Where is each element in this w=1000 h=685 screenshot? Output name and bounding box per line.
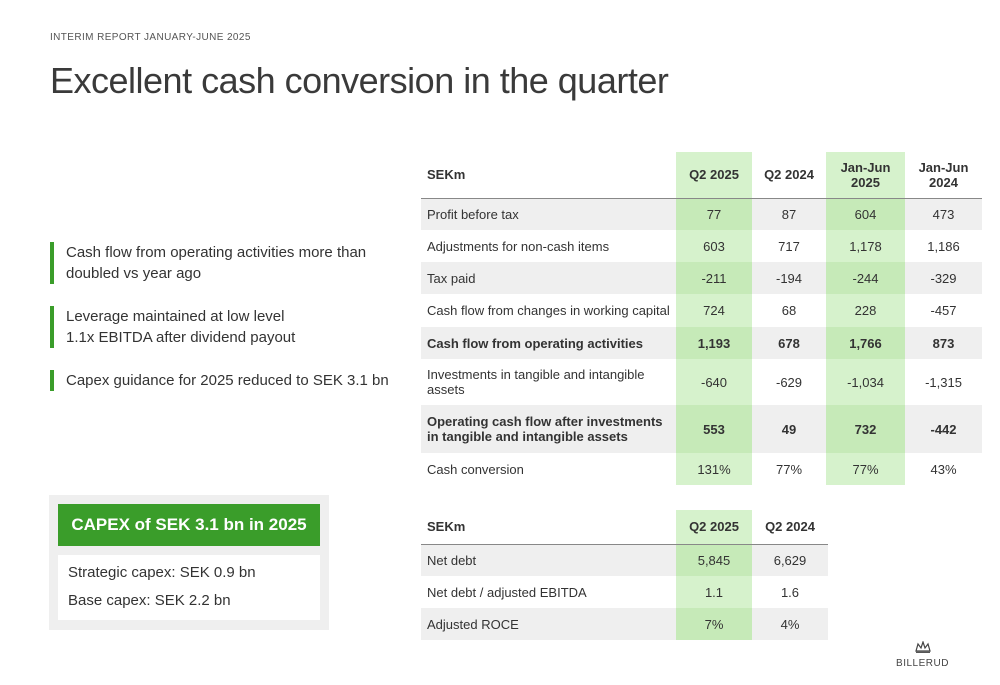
column-header: Jan-Jun 2024 — [905, 152, 982, 199]
cell-value: -457 — [930, 303, 957, 318]
table-row: Investments in tangible and intangible a… — [421, 359, 982, 405]
capex-details: Strategic capex: SEK 0.9 bn Base capex: … — [58, 555, 320, 620]
key-point: Leverage maintained at low level 1.1x EB… — [50, 306, 390, 348]
cell-value: 131% — [676, 453, 752, 485]
row-label: Cash flow from changes in working capita… — [427, 303, 670, 318]
cell-value: -244 — [826, 262, 905, 294]
table-row: Cash conversion 131% 77% 77% 43% — [421, 453, 982, 485]
cell-value: -211 — [676, 262, 752, 294]
net-debt-table: SEKm Q2 2025 Q2 2024 Net debt 5,845 6,62… — [421, 510, 828, 640]
table-row: Cash flow from operating activities 1,19… — [421, 327, 982, 359]
column-header: Q2 2024 — [752, 152, 826, 199]
cell-value: 49 — [752, 405, 826, 453]
cell-value: 1.6 — [780, 584, 800, 600]
crown-icon — [914, 640, 931, 653]
capex-heading: CAPEX of SEK 3.1 bn in 2025 — [58, 504, 320, 546]
table-row: Profit before tax 77 87 604 473 — [421, 198, 982, 230]
table-row: Adjustments for non-cash items 603 717 1… — [421, 230, 982, 262]
cell-value: 732 — [826, 405, 905, 453]
cell-value: 43% — [930, 461, 957, 477]
cell-value: 228 — [826, 294, 905, 327]
cell-value: 1,766 — [826, 327, 905, 359]
column-header: Q2 2025 — [676, 152, 752, 199]
cell-value: 87 — [752, 198, 826, 230]
row-label: Profit before tax — [421, 198, 676, 230]
row-label: Investments in tangible and intangible a… — [427, 367, 645, 397]
row-label: Operating cash flow after investments in… — [421, 405, 676, 453]
row-label: Adjusted ROCE — [421, 608, 676, 640]
cell-value: 1,186 — [927, 238, 960, 254]
column-header: Q2 2024 — [752, 510, 828, 545]
cell-value: 77 — [676, 198, 752, 230]
cell-value: 77% — [775, 461, 803, 477]
cell-value: 1.1 — [676, 576, 752, 608]
cell-value: 77% — [826, 453, 905, 485]
logo-text: BILLERUD — [896, 658, 949, 669]
cell-value: 7% — [676, 608, 752, 640]
row-label: Cash conversion — [427, 461, 524, 477]
column-header: SEKm — [421, 152, 676, 199]
cell-value: -194 — [752, 262, 826, 294]
cell-value: 4% — [752, 608, 828, 640]
cell-value: -329 — [905, 262, 982, 294]
cell-value: -629 — [775, 374, 803, 390]
cell-value: 603 — [676, 230, 752, 262]
capex-strategic: Strategic capex: SEK 0.9 bn — [68, 564, 256, 581]
row-label: Adjustments for non-cash items — [427, 238, 610, 254]
cell-value: 1,178 — [826, 230, 905, 262]
company-logo: BILLERUD — [890, 640, 955, 669]
cell-value: -442 — [905, 405, 982, 453]
cell-value: -640 — [676, 359, 752, 405]
column-header: SEKm — [421, 510, 676, 545]
report-eyebrow: INTERIM REPORT JANUARY-JUNE 2025 — [50, 32, 251, 43]
key-point: Capex guidance for 2025 reduced to SEK 3… — [50, 370, 390, 391]
cell-value: 1,193 — [676, 327, 752, 359]
column-header: Q2 2025 — [676, 510, 752, 545]
row-label: Cash flow from operating activities — [421, 327, 676, 359]
table-row: Net debt / adjusted EBITDA 1.1 1.6 — [421, 576, 828, 608]
key-point: Cash flow from operating activities more… — [50, 242, 390, 284]
table-row: Adjusted ROCE 7% 4% — [421, 608, 828, 640]
row-label: Net debt / adjusted EBITDA — [427, 584, 587, 600]
cash-flow-table: SEKm Q2 2025 Q2 2024 Jan-Jun 2025 Jan-Ju… — [421, 152, 982, 485]
cell-value: 5,845 — [676, 544, 752, 576]
key-points: Cash flow from operating activities more… — [50, 242, 390, 413]
column-header: Jan-Jun 2025 — [826, 152, 905, 199]
cell-value: 6,629 — [752, 544, 828, 576]
row-label: Net debt — [421, 544, 676, 576]
capex-panel: CAPEX of SEK 3.1 bn in 2025 Strategic ca… — [49, 495, 329, 630]
cell-value: 717 — [778, 238, 800, 254]
page-title: Excellent cash conversion in the quarter — [50, 60, 669, 101]
cell-value: 68 — [781, 303, 797, 318]
cell-value: 553 — [676, 405, 752, 453]
cell-value: 873 — [905, 327, 982, 359]
capex-base: Base capex: SEK 2.2 bn — [68, 592, 231, 609]
cell-value: 724 — [676, 294, 752, 327]
table-row: Net debt 5,845 6,629 — [421, 544, 828, 576]
cell-value: 473 — [905, 198, 982, 230]
row-label: Tax paid — [421, 262, 676, 294]
table-row: Operating cash flow after investments in… — [421, 405, 982, 453]
cell-value: 678 — [752, 327, 826, 359]
table-row: Cash flow from changes in working capita… — [421, 294, 982, 327]
cell-value: 604 — [826, 198, 905, 230]
cell-value: -1,315 — [925, 374, 962, 390]
table-row: Tax paid -211 -194 -244 -329 — [421, 262, 982, 294]
cell-value: -1,034 — [826, 359, 905, 405]
